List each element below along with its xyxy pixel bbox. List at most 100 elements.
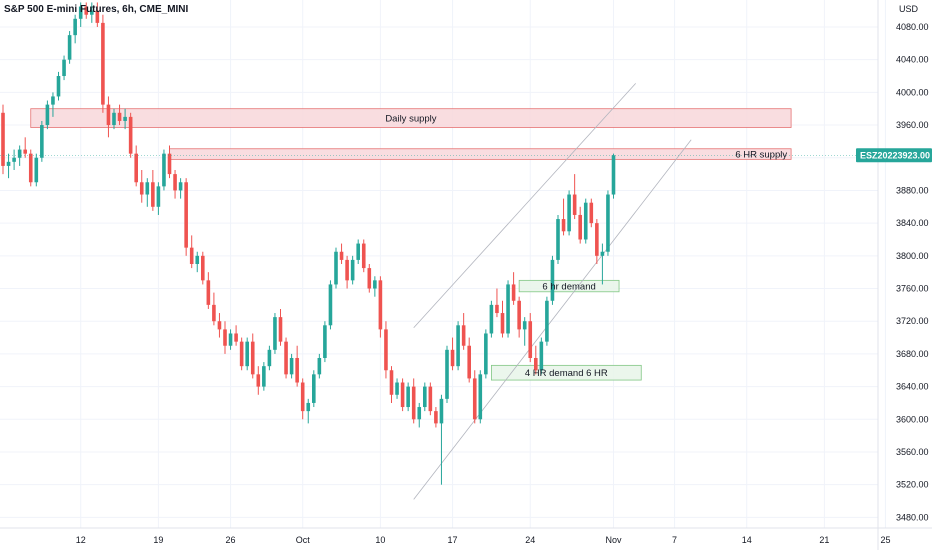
candle-up bbox=[306, 402, 311, 412]
candle-up bbox=[56, 76, 61, 97]
candle-up bbox=[78, 6, 83, 19]
candle-up bbox=[62, 59, 66, 77]
candle-down bbox=[284, 341, 288, 375]
channel-upper-line bbox=[413, 83, 636, 329]
candle-up bbox=[545, 300, 549, 342]
candle-down bbox=[578, 214, 582, 240]
candle-up bbox=[112, 112, 116, 126]
candle-up bbox=[228, 333, 233, 346]
candle-down bbox=[500, 313, 505, 334]
candle-down bbox=[361, 243, 366, 269]
candle-down bbox=[400, 382, 405, 408]
candle-up bbox=[522, 321, 527, 330]
candle-down bbox=[339, 251, 344, 260]
candle-up bbox=[456, 325, 460, 367]
candle-down bbox=[434, 411, 438, 424]
candle-down bbox=[278, 317, 283, 342]
candle-down bbox=[201, 255, 205, 281]
channel-lower-line bbox=[413, 139, 692, 500]
candle-up bbox=[317, 357, 322, 375]
supply-zone-label: Daily supply bbox=[385, 114, 436, 125]
candle-up bbox=[273, 317, 277, 350]
x-tick-label: 24 bbox=[525, 535, 535, 545]
candle-down bbox=[389, 370, 394, 395]
candle-down bbox=[217, 321, 222, 330]
y-tick-label: 3520.00 bbox=[896, 480, 929, 490]
candle-up bbox=[539, 341, 544, 371]
candle-down bbox=[95, 10, 100, 23]
candle-up bbox=[123, 116, 127, 121]
y-tick-label: 3760.00 bbox=[896, 284, 929, 294]
candle-up bbox=[600, 251, 605, 256]
candle-up bbox=[567, 194, 571, 232]
y-tick-label: 3560.00 bbox=[896, 447, 929, 457]
y-tick-label: 3880.00 bbox=[896, 185, 929, 195]
x-tick-label: 10 bbox=[375, 535, 385, 545]
y-tick-label: 3640.00 bbox=[896, 382, 929, 392]
candle-up bbox=[245, 341, 249, 367]
candle-down bbox=[223, 329, 227, 346]
candle-down bbox=[28, 153, 33, 183]
candle-up bbox=[17, 149, 22, 158]
candle-up bbox=[606, 194, 610, 252]
price-badge bbox=[856, 148, 932, 163]
y-tick-label: 3680.00 bbox=[896, 349, 929, 359]
y-tick-label: 4000.00 bbox=[896, 87, 929, 97]
candle-down bbox=[428, 386, 433, 412]
x-tick-label: 12 bbox=[76, 535, 86, 545]
candle-up bbox=[356, 243, 360, 260]
candle-up bbox=[267, 349, 272, 367]
x-tick-label: Nov bbox=[605, 535, 622, 545]
candle-down bbox=[134, 153, 138, 183]
candle-down bbox=[117, 112, 122, 121]
candle-up bbox=[556, 219, 560, 260]
candle-down bbox=[206, 280, 211, 305]
candle-up bbox=[395, 382, 399, 395]
x-tick-label: 19 bbox=[153, 535, 163, 545]
demand-zone bbox=[518, 279, 620, 293]
candle-down bbox=[528, 321, 533, 358]
candle-down bbox=[411, 386, 416, 420]
candle-down bbox=[189, 247, 194, 264]
candle-up bbox=[506, 284, 510, 334]
candle-down bbox=[461, 325, 466, 346]
x-tick-label: 25 bbox=[880, 535, 890, 545]
candle-down bbox=[595, 223, 599, 256]
candle-down bbox=[139, 182, 144, 195]
candle-up bbox=[334, 251, 338, 285]
x-tick-label: Oct bbox=[296, 535, 311, 545]
candle-down bbox=[495, 304, 499, 314]
candle-up bbox=[12, 157, 16, 162]
candle-down bbox=[106, 104, 111, 126]
candle-down bbox=[517, 300, 521, 330]
candle-down bbox=[128, 116, 133, 154]
candle-up bbox=[439, 398, 444, 424]
y-tick-label: 3840.00 bbox=[896, 218, 929, 228]
candle-up bbox=[417, 407, 422, 420]
candle-up bbox=[423, 386, 427, 408]
demand-zone-label: 4 HR demand 6 HR bbox=[525, 368, 608, 379]
candle-down bbox=[295, 357, 299, 383]
candle-up bbox=[51, 96, 55, 105]
y-tick-label: 4040.00 bbox=[896, 55, 929, 65]
x-tick-label: 14 bbox=[742, 535, 752, 545]
candle-up bbox=[40, 125, 44, 158]
y-tick-label: 3600.00 bbox=[896, 414, 929, 424]
candle-down bbox=[345, 259, 349, 281]
supply-zone-label: 6 HR supply bbox=[735, 150, 787, 161]
y-tick-label: 3720.00 bbox=[896, 316, 929, 326]
candle-down bbox=[256, 374, 261, 387]
candle-up bbox=[6, 161, 11, 166]
candle-up bbox=[162, 153, 166, 187]
candle-up bbox=[484, 333, 488, 375]
candle-up bbox=[34, 157, 39, 183]
candle-up bbox=[156, 186, 161, 207]
candle-up bbox=[145, 182, 150, 195]
y-tick-label: 4080.00 bbox=[896, 22, 929, 32]
candle-down bbox=[1, 112, 5, 166]
candle-down bbox=[561, 219, 566, 232]
candle-down bbox=[572, 194, 577, 215]
